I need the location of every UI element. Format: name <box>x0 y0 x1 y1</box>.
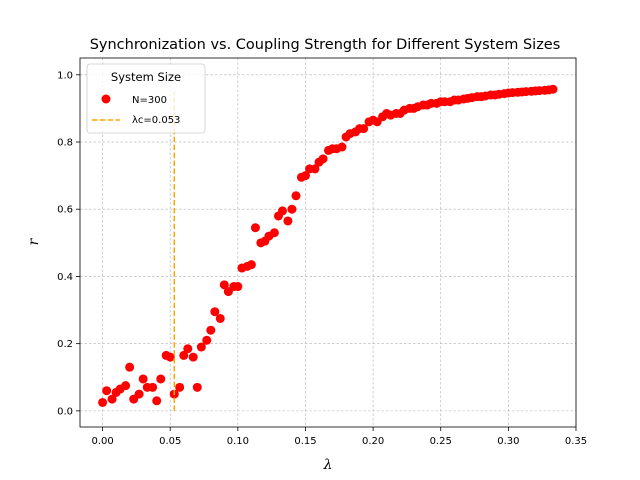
chart-title: Synchronization vs. Coupling Strength fo… <box>90 37 561 53</box>
data-point <box>196 342 206 352</box>
legend-marker-n300 <box>101 94 111 104</box>
data-point <box>102 386 112 396</box>
data-point <box>152 396 162 406</box>
data-point <box>291 191 301 201</box>
legend-box <box>86 63 206 134</box>
data-point <box>165 352 175 362</box>
data-point <box>318 154 328 164</box>
x-tick-label: 0.05 <box>159 436 181 447</box>
data-point <box>250 223 260 233</box>
data-point <box>269 228 279 238</box>
y-axis-ticks: 0.0 0.2 0.4 0.6 0.8 1.0 <box>57 70 80 417</box>
data-point <box>183 344 193 354</box>
y-tick-label: 0.6 <box>57 205 73 216</box>
data-point <box>548 84 558 94</box>
x-tick-label: 0.00 <box>91 436 113 447</box>
plot-frame <box>79 57 577 428</box>
data-point <box>98 397 108 407</box>
x-axis-label: λ <box>323 457 333 473</box>
y-tick-label: 0.0 <box>57 406 73 417</box>
data-point <box>210 307 220 317</box>
legend-label-n300: N=300 <box>132 95 167 106</box>
x-axis-ticks: 0.00 0.05 0.10 0.15 0.20 0.25 0.30 0.35 <box>91 427 587 447</box>
data-point <box>125 362 135 372</box>
data-point <box>148 382 158 392</box>
data-point <box>233 282 243 292</box>
data-point <box>206 325 216 335</box>
data-point <box>175 382 185 392</box>
data-point <box>138 374 148 384</box>
data-point <box>134 389 144 399</box>
x-tick-label: 0.25 <box>430 436 452 447</box>
y-tick-label: 0.4 <box>57 272 73 283</box>
x-tick-label: 0.10 <box>227 436 249 447</box>
data-point <box>359 124 369 134</box>
data-point <box>277 206 287 216</box>
data-point <box>283 216 293 226</box>
data-point <box>246 260 256 270</box>
x-tick-label: 0.35 <box>565 436 587 447</box>
x-tick-label: 0.20 <box>362 436 384 447</box>
data-point <box>188 352 198 362</box>
x-tick-label: 0.30 <box>497 436 519 447</box>
data-point <box>192 382 202 392</box>
data-point <box>121 381 131 391</box>
legend-label-critical-line: λc=0.053 <box>132 115 180 126</box>
data-point <box>310 164 320 174</box>
data-marks <box>98 84 558 411</box>
x-tick-label: 0.15 <box>294 436 316 447</box>
y-tick-label: 0.2 <box>57 339 73 350</box>
data-point <box>215 313 225 323</box>
data-point <box>156 374 166 384</box>
data-point <box>202 335 212 345</box>
y-tick-label: 0.8 <box>57 138 73 149</box>
y-tick-label: 1.0 <box>57 70 73 81</box>
y-axis-label: r <box>26 237 42 245</box>
data-point <box>179 350 189 360</box>
data-point <box>300 171 310 181</box>
data-point <box>219 280 229 290</box>
legend: System Size N=300 λc=0.053 <box>86 63 206 134</box>
data-point <box>107 394 117 404</box>
legend-title: System Size <box>111 70 181 84</box>
data-point <box>337 142 347 152</box>
data-point <box>287 204 297 214</box>
